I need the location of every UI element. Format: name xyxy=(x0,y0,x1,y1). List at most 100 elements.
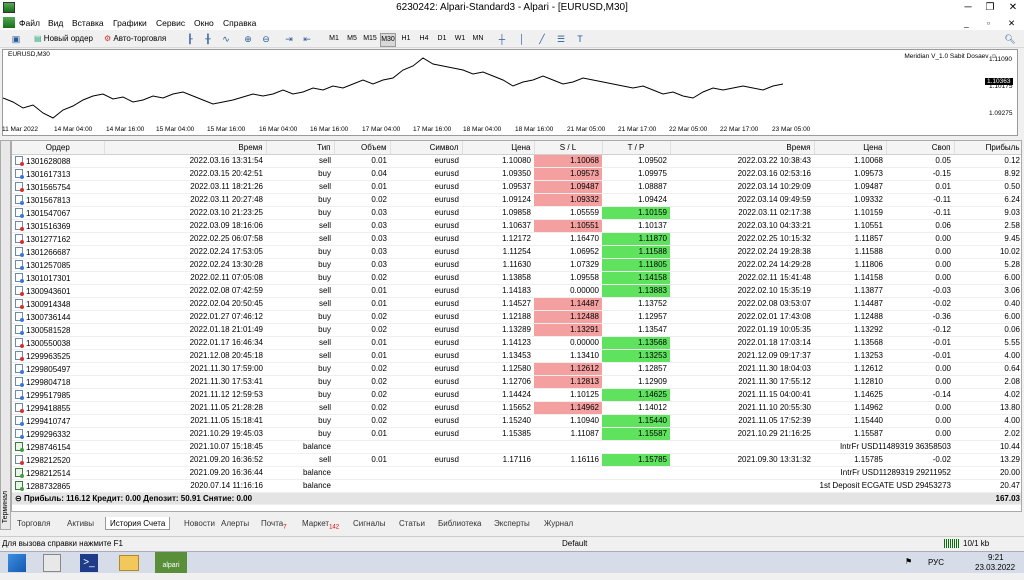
tf-m1[interactable]: M1 xyxy=(329,35,339,42)
clock-time[interactable]: 9:21 xyxy=(988,553,1004,562)
server-manager-icon[interactable] xyxy=(43,554,61,572)
table-row[interactable]: 1299517985 2021.11.12 12:59:53 buy 0.02 euru… xyxy=(12,388,1021,402)
chart-shift-icon[interactable]: ⇥ xyxy=(285,34,293,44)
table-row[interactable]: 1301257085 2022.02.24 13:30:28 buy 0.03 euru… xyxy=(12,258,1021,272)
table-row[interactable]: 1301628088 2022.03.16 13:31:54 sell 0.01 eur… xyxy=(12,154,1021,168)
column-header[interactable]: Своп xyxy=(886,141,955,155)
crosshair-icon[interactable]: ┼ xyxy=(498,34,506,44)
menu-insert[interactable]: Вставка xyxy=(72,18,104,28)
tf-m5[interactable]: M5 xyxy=(347,35,357,42)
table-row[interactable]: 1299805497 2021.11.30 17:59:00 buy 0.02 euru… xyxy=(12,362,1021,376)
table-row[interactable]: 1299804718 2021.11.30 17:53:41 buy 0.02 euru… xyxy=(12,375,1021,389)
tf-d1[interactable]: D1 xyxy=(437,35,447,42)
text-tool-icon[interactable]: T xyxy=(577,34,583,44)
menu-window[interactable]: Окно xyxy=(194,18,214,28)
table-row[interactable]: 1298746154 2021.10.07 15:18:45 balance Intr… xyxy=(12,440,1021,454)
mdi-restore-button[interactable]: ▫ xyxy=(987,18,991,28)
table-row[interactable]: 1299418855 2021.11.05 21:28:28 sell 0.02 eur… xyxy=(12,401,1021,415)
tab-5[interactable]: Почта7 xyxy=(257,517,291,531)
column-header[interactable]: Прибыль xyxy=(954,141,1021,155)
powershell-icon[interactable]: >_ xyxy=(80,554,98,572)
column-header[interactable]: Время xyxy=(670,141,815,155)
alpari-task-button[interactable]: alpari xyxy=(155,552,187,573)
table-row[interactable]: 1301567813 2022.03.11 20:27:48 buy 0.02 euru… xyxy=(12,193,1021,207)
tab-8[interactable]: Статьи xyxy=(395,517,429,530)
tab-2[interactable]: История Счета xyxy=(105,517,171,530)
vertical-line-icon[interactable]: │ xyxy=(519,34,525,44)
tf-mn[interactable]: MN xyxy=(472,35,484,42)
price-chart[interactable]: EURUSD,M30 Meridian V_1.0 Sabit Dosaev ☺… xyxy=(2,49,1018,136)
column-header[interactable]: Символ xyxy=(390,141,463,155)
tab-7[interactable]: Сигналы xyxy=(349,517,389,530)
menu-service[interactable]: Сервис xyxy=(156,18,186,28)
menu-view[interactable]: Вид xyxy=(48,18,64,28)
column-header[interactable]: Время xyxy=(104,141,267,155)
bar-chart-icon[interactable]: ┠ xyxy=(187,34,193,44)
tf-m30[interactable]: M30 xyxy=(380,33,396,47)
language-indicator[interactable]: РУС xyxy=(928,558,945,567)
table-row[interactable]: 1300943601 2022.02.08 07:42:59 sell 0.01 eur… xyxy=(12,284,1021,298)
table-row[interactable]: 1301565754 2022.03.11 18:21:26 sell 0.01 eur… xyxy=(12,180,1021,194)
table-row[interactable]: 1299963525 2021.12.08 20:45:18 sell 0.01 eur… xyxy=(12,349,1021,363)
close-button[interactable]: ✕ xyxy=(1008,2,1018,13)
mdi-minimize-button[interactable]: _ xyxy=(964,18,969,28)
minimize-button[interactable]: ─ xyxy=(964,2,972,13)
zoom-in-icon[interactable]: ⊕ xyxy=(244,34,252,44)
column-header[interactable]: Тип xyxy=(266,141,335,155)
table-row[interactable]: 1300581528 2022.01.18 21:01:49 buy 0.02 euru… xyxy=(12,323,1021,337)
menu-charts[interactable]: Графики xyxy=(113,18,147,28)
column-header[interactable]: S / L xyxy=(534,141,603,155)
trendline-icon[interactable]: ╱ xyxy=(539,34,545,44)
menu-help[interactable]: Справка xyxy=(223,18,257,28)
column-header[interactable]: Объем xyxy=(334,141,391,155)
tab-6[interactable]: Маркет142 xyxy=(298,517,343,531)
column-header[interactable]: Цена xyxy=(814,141,887,155)
clock-date[interactable]: 23.03.2022 xyxy=(975,563,1016,572)
table-row[interactable]: 1300550038 2022.01.17 16:46:34 sell 0.01 eur… xyxy=(12,336,1021,350)
column-header[interactable]: T / P xyxy=(602,141,671,155)
column-header[interactable]: Ордер xyxy=(12,141,105,155)
search-icon[interactable]: 🔍︎ xyxy=(1004,34,1016,44)
tab-11[interactable]: Журнал xyxy=(540,517,577,530)
tab-9[interactable]: Библиотека xyxy=(434,517,486,530)
tf-m15[interactable]: M15 xyxy=(363,35,377,42)
table-row[interactable]: 1301017301 2022.02.11 07:05:08 buy 0.02 euru… xyxy=(12,271,1021,285)
tray-flag-icon[interactable]: ⚑ xyxy=(905,557,913,566)
line-chart-icon[interactable]: ∿ xyxy=(222,34,230,44)
tf-h4[interactable]: H4 xyxy=(419,35,429,42)
table-row[interactable]: 1300736144 2022.01.27 07:46:12 buy 0.02 euru… xyxy=(12,310,1021,324)
table-row[interactable]: 1301277162 2022.02.25 06:07:58 sell 0.03 eur… xyxy=(12,232,1021,246)
tf-w1[interactable]: W1 xyxy=(454,35,466,42)
zoom-out-icon[interactable]: ⊖ xyxy=(262,34,270,44)
auto-trading-button[interactable]: ⚙ Авто-торговля xyxy=(104,32,166,46)
tab-3[interactable]: Новости xyxy=(180,517,219,530)
candle-chart-icon[interactable]: ╂ xyxy=(205,34,211,44)
table-row[interactable]: 1301516369 2022.03.09 18:16:06 sell 0.03 eur… xyxy=(12,219,1021,233)
tab-1[interactable]: Активы xyxy=(63,517,98,530)
table-row[interactable]: 1298212520 2021.09.20 16:36:52 sell 0.01 eur… xyxy=(12,453,1021,467)
tab-10[interactable]: Эксперты xyxy=(490,517,534,530)
collapse-icon[interactable]: ⊝ xyxy=(15,493,24,503)
table-row[interactable]: 1301547067 2022.03.10 21:23:25 buy 0.03 euru… xyxy=(12,206,1021,220)
tf-h1[interactable]: H1 xyxy=(401,35,411,42)
column-header[interactable]: Цена xyxy=(462,141,535,155)
mdi-close-button[interactable]: ✕ xyxy=(1008,18,1016,28)
restore-button[interactable]: ❐ xyxy=(985,2,995,13)
table-row[interactable]: 1301617313 2022.03.15 20:42:51 buy 0.04 euru… xyxy=(12,167,1021,181)
tab-0[interactable]: Торговля xyxy=(13,517,54,530)
tab-4[interactable]: Алерты xyxy=(217,517,253,530)
table-row[interactable]: 1300914348 2022.02.04 20:50:45 sell 0.01 eur… xyxy=(12,297,1021,311)
file-explorer-icon[interactable] xyxy=(119,555,139,571)
start-button[interactable] xyxy=(8,554,26,572)
table-row[interactable]: 1299296332 2021.10.29 19:45:03 buy 0.01 euru… xyxy=(12,427,1021,441)
table-row[interactable]: 1288732865 2020.07.14 11:16:16 balance 1st … xyxy=(12,479,1021,493)
terminal-side-label[interactable]: Терминал xyxy=(0,140,11,530)
layout-icon[interactable]: ▣ xyxy=(11,34,21,44)
table-row[interactable]: 1298212514 2021.09.20 16:36:44 balance Intr… xyxy=(12,466,1021,480)
table-row[interactable]: 1301266687 2022.02.24 17:53:05 buy 0.03 euru… xyxy=(12,245,1021,259)
menu-file[interactable]: Файл xyxy=(19,18,40,28)
fibo-icon[interactable]: ☰ xyxy=(556,34,566,44)
new-order-button[interactable]: ▤ Новый ордер xyxy=(34,32,93,46)
table-row[interactable]: 1299410747 2021.11.05 15:18:41 buy 0.02 euru… xyxy=(12,414,1021,428)
autoscroll-icon[interactable]: ⇤ xyxy=(303,34,311,44)
